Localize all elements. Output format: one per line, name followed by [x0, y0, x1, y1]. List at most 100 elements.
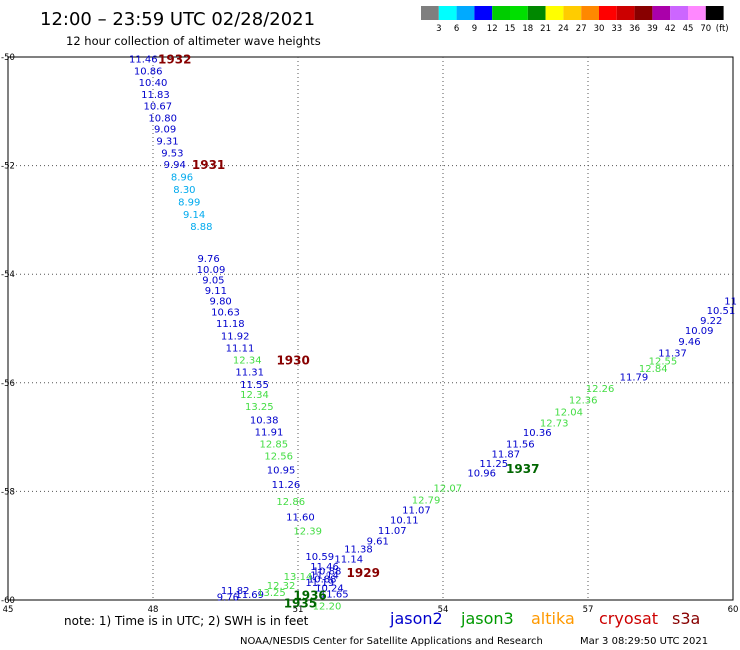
swh-value-label: 9.76: [197, 254, 219, 265]
legend-swatch: [705, 6, 724, 20]
swh-value-label: 11.60: [286, 512, 315, 523]
swh-value-label: 12.39: [293, 526, 322, 537]
swh-value-label: 11.79: [620, 372, 649, 383]
swh-value-label: 10.24: [315, 584, 344, 595]
legend-label: 30: [594, 24, 605, 34]
swh-value-label: 10.38: [250, 416, 279, 427]
swh-value-label: 11.38: [344, 544, 373, 555]
swh-value-label: 12.36: [569, 396, 598, 407]
x-tick-label: 45: [3, 605, 14, 615]
swh-value-label: 12.20: [313, 601, 342, 612]
swh-value-label: 8.30: [173, 185, 195, 196]
swh-value-label: 9.22: [700, 316, 722, 327]
legend-swatch: [474, 6, 493, 20]
hour-marker-label: 1936: [293, 589, 326, 603]
swh-value-label: 12.34: [240, 390, 269, 401]
swh-value-label: 11.87: [492, 449, 521, 460]
legend-label: 42: [665, 24, 676, 34]
swh-value-label: 12.84: [639, 364, 668, 375]
swh-value-label: 11.14: [310, 570, 339, 581]
swh-value-label: 12.56: [264, 452, 293, 463]
swh-value-label: 11.82: [221, 586, 250, 597]
grid-lines: [8, 57, 733, 600]
swh-value-label: 11.55: [240, 380, 269, 391]
legend-swatch: [652, 6, 671, 20]
legend-swatch: [688, 6, 706, 20]
swh-value-label: 11.92: [221, 332, 250, 343]
swh-value-label: 13.25: [245, 402, 274, 413]
legend-swatch: [527, 6, 546, 20]
swh-value-label: 11.83: [141, 90, 170, 101]
x-tick-label: 57: [583, 605, 594, 615]
swh-value-label: 11.46: [129, 55, 158, 66]
footer-credit: NOAA/NESDIS Center for Satellite Applica…: [240, 636, 543, 647]
legend-label: 9: [472, 24, 477, 34]
y-tick-label: -58: [1, 487, 15, 497]
hour-marker-label: 1937: [506, 462, 539, 476]
swh-value-label: 10.36: [523, 428, 552, 439]
swh-value-label: 11.07: [378, 526, 407, 537]
legend-swatch: [581, 6, 599, 20]
legend-swatch: [616, 6, 635, 20]
swh-value-label: 9.11: [205, 286, 227, 297]
legend-swatch: [563, 6, 582, 20]
swh-value-label: 11.19: [305, 578, 334, 589]
hour-marker-label: 1930: [276, 353, 309, 367]
swh-value-label: 11.14: [334, 555, 363, 566]
swh-value-label: 10.11: [390, 516, 419, 527]
swh-value-label: 9.14: [183, 210, 205, 221]
y-tick-label: -50: [1, 53, 15, 63]
plot-frame: [7, 56, 734, 601]
swh-value-label: 11.07: [402, 505, 431, 516]
swh-value-label: 10.86: [134, 67, 163, 78]
color-scale-legend: 3 6 9 12 15 18 21 24 27 30 33 36 39 42 45 70 (ft): [421, 6, 729, 34]
swh-value-label: 8.99: [178, 197, 200, 208]
legend-label: 33: [611, 24, 622, 34]
x-tick-label: 51: [293, 605, 304, 615]
y-tick-label: -54: [1, 270, 15, 280]
swh-value-label: 12.73: [540, 418, 569, 429]
hour-marker-label: 1931: [192, 158, 225, 172]
axis-ticks: 45 48 51 54 57 60 -50 -52 -54 -56 -58 -60: [1, 53, 738, 615]
satellite-legend-cryosat: cryosat: [599, 609, 658, 628]
legend-label: 36: [629, 24, 640, 34]
legend-swatch: [670, 6, 688, 20]
legend-swatch: [545, 6, 564, 20]
swh-value-label: 8.96: [171, 172, 193, 183]
swh-value-label: 11.56: [506, 440, 535, 451]
hour-marker-label: 1929: [347, 566, 380, 580]
legend-swatch: [438, 6, 457, 20]
swh-value-label: 12.34: [233, 355, 262, 366]
satellite-legend-altika: altika: [531, 609, 575, 628]
legend-label: 24: [558, 24, 569, 34]
legend-label: 21: [540, 24, 551, 34]
satellite-legend-jason3: jason3: [460, 609, 514, 628]
legend-swatch: [492, 6, 510, 20]
swh-value-label: 9.53: [161, 149, 183, 160]
swh-value-label: 11.46: [310, 562, 339, 573]
swh-value-label: 9.76: [217, 593, 239, 604]
legend-swatch: [456, 6, 475, 20]
swh-value-label: 9.61: [367, 536, 389, 547]
hour-marker-label: 1932: [158, 53, 191, 67]
swh-value-label: 11.37: [658, 348, 687, 359]
swh-value-label: 9.80: [210, 296, 232, 307]
satellite-legend-s3a: s3a: [672, 609, 700, 628]
chart-title: 12:00 – 23:59 UTC 02/28/2021: [40, 9, 315, 30]
legend-swatch: [510, 6, 528, 20]
swh-value-label: 11.91: [255, 428, 284, 439]
legend-label: 39: [647, 24, 658, 34]
legend-label: 70: [700, 24, 711, 34]
satellite-legend: jason2 jason3 altika cryosat s3a: [389, 609, 700, 628]
swh-value-label: 9.31: [156, 137, 178, 148]
swh-value-label: 12.79: [412, 496, 441, 507]
swh-value-label: 12.04: [554, 408, 583, 419]
swh-value-label: 10.95: [267, 466, 296, 477]
swh-value-label: 8.88: [190, 222, 212, 233]
swh-value-label: 11.18: [216, 319, 245, 330]
legend-unit: (ft): [716, 24, 729, 34]
swh-value-label: 12.07: [434, 484, 463, 495]
legend-swatch: [599, 6, 617, 20]
swh-value-label: 9.05: [202, 276, 224, 287]
